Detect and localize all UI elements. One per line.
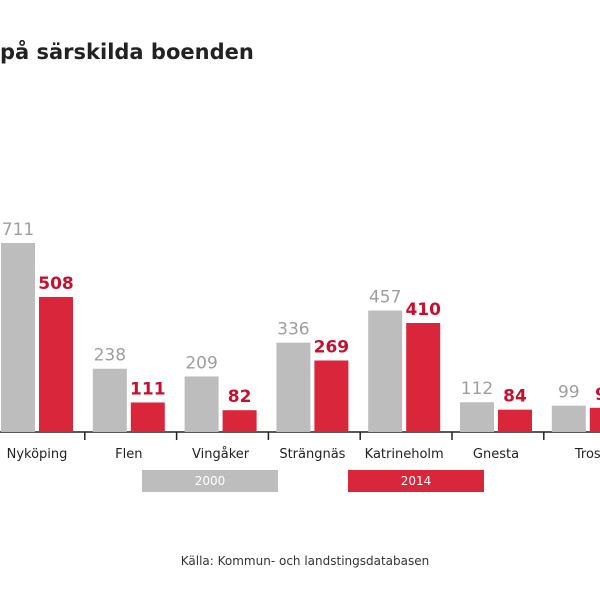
legend-label: 2014	[401, 474, 432, 488]
bar-2000-Katrineholm	[368, 310, 403, 432]
data-label: 711	[2, 220, 34, 240]
data-label: 457	[369, 288, 401, 308]
data-label: 269	[314, 337, 350, 357]
data-label: 508	[38, 274, 74, 294]
data-label: 91	[595, 385, 600, 405]
tick-label: Gnesta	[473, 447, 519, 462]
bar-2014-Katrineholm	[406, 323, 441, 432]
bar-2014-Trosa	[589, 407, 600, 432]
legend-swatch-2000	[142, 470, 278, 492]
tick-label: Flen	[115, 447, 142, 462]
bar-2000-Flen	[92, 368, 127, 432]
data-label: 82	[228, 387, 252, 407]
data-label: 111	[130, 379, 166, 399]
chart-title: på särskilda boenden	[0, 40, 254, 64]
tick-label: Vingåker	[192, 447, 250, 462]
bar-2014-Nyköping	[39, 296, 73, 432]
bar-2014-Flen	[130, 402, 165, 432]
source-note: Källa: Kommun- och landstingsdatabasen	[180, 554, 430, 568]
data-label: 336	[277, 320, 309, 340]
bar-2000-Trosa	[551, 405, 586, 432]
bar-2000-Vingåker	[184, 376, 219, 432]
tick-label: Katrineholm	[365, 447, 444, 462]
bar-2014-Vingåker	[222, 410, 257, 432]
data-label: 84	[503, 387, 527, 407]
bar-2000-Nyköping	[1, 243, 35, 432]
tick-label: Tros	[574, 447, 600, 462]
bar-2000-Gnesta	[460, 402, 494, 432]
data-label: 112	[461, 379, 493, 399]
bar-2014-Gnesta	[498, 409, 532, 432]
data-label: 410	[405, 300, 441, 320]
data-label: 238	[94, 346, 126, 366]
bar-2014-Strängnäs	[314, 360, 349, 432]
data-label: 99	[558, 383, 580, 403]
legend-swatch-2014	[348, 470, 484, 492]
legend-label: 2000	[195, 474, 226, 488]
tick-label: Nyköping	[7, 447, 68, 462]
bar-2000-Strängnäs	[276, 342, 311, 432]
data-label: 209	[185, 353, 217, 373]
tick-label: Strängnäs	[279, 447, 345, 462]
